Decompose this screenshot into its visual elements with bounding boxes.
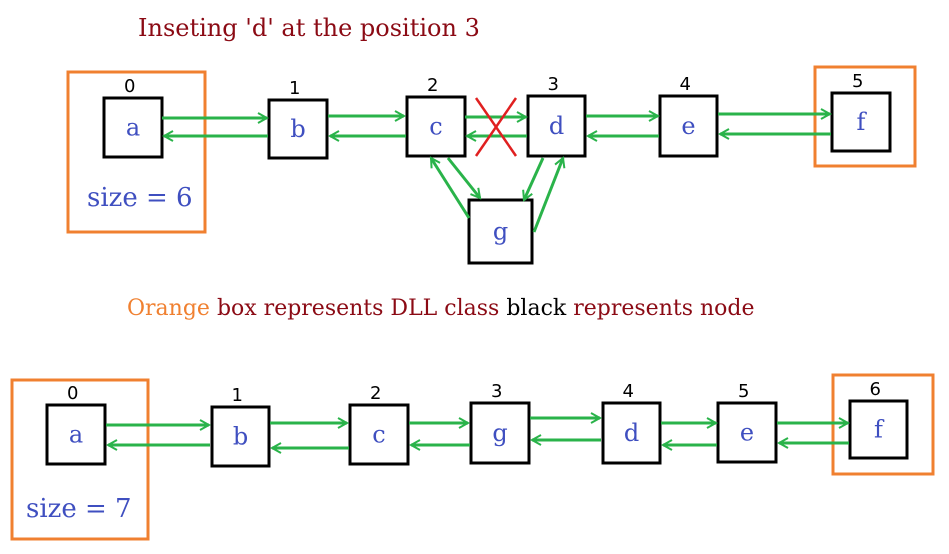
node-index: 3 (548, 74, 559, 95)
dll-class-box-head-before (66, 70, 207, 234)
node-label: c (372, 421, 385, 449)
node-box (267, 98, 329, 160)
node-index: 3 (491, 381, 502, 402)
node-index: 5 (852, 71, 863, 92)
after-node: f6 (848, 379, 909, 460)
node-index: 0 (67, 383, 78, 404)
after-node: b1 (210, 385, 271, 468)
after-node: e5 (716, 381, 778, 464)
node-box (102, 96, 164, 159)
after-node: a0 (45, 383, 107, 466)
after-node: d4 (601, 381, 662, 465)
node-label: a (69, 421, 83, 449)
node-label: g (492, 419, 507, 447)
link-d-g-prev (524, 157, 545, 200)
before-node: c2 (405, 75, 467, 158)
before-node: f5 (830, 71, 892, 153)
legend-part1: box represents DLL class (210, 296, 506, 321)
legend-black-word: black (506, 296, 567, 321)
size-label-before: size = 6 (87, 183, 193, 213)
node-label: b (290, 115, 305, 143)
diagram-title: Inseting 'd' at the position 3 (138, 14, 480, 42)
node-label: e (681, 112, 695, 140)
dll-class-box-head-after (10, 378, 150, 541)
node-index: 6 (870, 379, 881, 400)
after-links (106, 418, 849, 448)
node-label: b (233, 423, 248, 451)
legend-orange-word: Orange (127, 296, 210, 321)
node-index: 5 (738, 381, 749, 402)
node-label: d (624, 419, 639, 447)
link-g-c-prev (429, 158, 471, 219)
node-box (658, 94, 719, 158)
node-label: d (549, 112, 564, 140)
link-c-g-next (446, 157, 480, 198)
before-node: b1 (267, 78, 329, 160)
removed-link-cross (474, 97, 518, 157)
node-box (601, 401, 662, 465)
link-g-d-next (532, 158, 563, 233)
after-node: g3 (469, 381, 531, 465)
node-box (469, 401, 531, 465)
before-links (162, 114, 831, 233)
node-box (848, 399, 909, 460)
new-node: g (467, 198, 534, 265)
node-index: 0 (124, 76, 135, 97)
before-node: a0 (102, 76, 164, 159)
legend-text: Orange box represents DLL class black re… (127, 296, 755, 321)
node-label: g (493, 218, 508, 246)
node-label: a (126, 114, 140, 142)
before-node: d3 (526, 74, 587, 158)
node-box (526, 94, 587, 158)
dll-class-box-tail-before (813, 65, 917, 168)
node-box (405, 95, 467, 158)
node-label: f (857, 108, 868, 136)
legend-part2: represents node (566, 296, 754, 321)
after-node: c2 (348, 383, 410, 466)
node-index: 4 (680, 74, 691, 95)
node-label: e (740, 419, 754, 447)
node-index: 1 (289, 78, 300, 99)
node-box (348, 403, 410, 466)
before-node: e4 (658, 74, 719, 158)
node-box (45, 403, 107, 466)
node-box (830, 91, 892, 153)
node-label: f (874, 416, 885, 444)
node-label: c (429, 113, 442, 141)
node-index: 4 (623, 381, 634, 402)
size-label-after: size = 7 (26, 494, 132, 524)
node-index: 1 (232, 385, 243, 406)
node-index: 2 (370, 383, 381, 404)
node-box (210, 405, 271, 468)
node-index: 2 (427, 75, 438, 96)
node-box (467, 198, 534, 265)
node-box (716, 401, 778, 464)
